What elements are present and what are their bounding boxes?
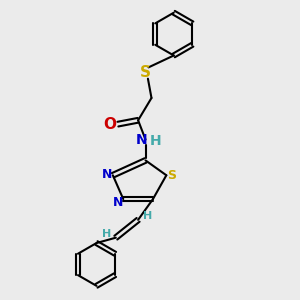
Text: N: N: [102, 168, 112, 181]
Text: S: S: [167, 169, 176, 182]
Text: S: S: [140, 65, 151, 80]
Text: N: N: [113, 196, 123, 209]
Text: H: H: [143, 211, 152, 221]
Text: H: H: [149, 134, 161, 148]
Text: N: N: [136, 133, 148, 147]
Text: O: O: [103, 117, 116, 132]
Text: H: H: [102, 229, 111, 239]
